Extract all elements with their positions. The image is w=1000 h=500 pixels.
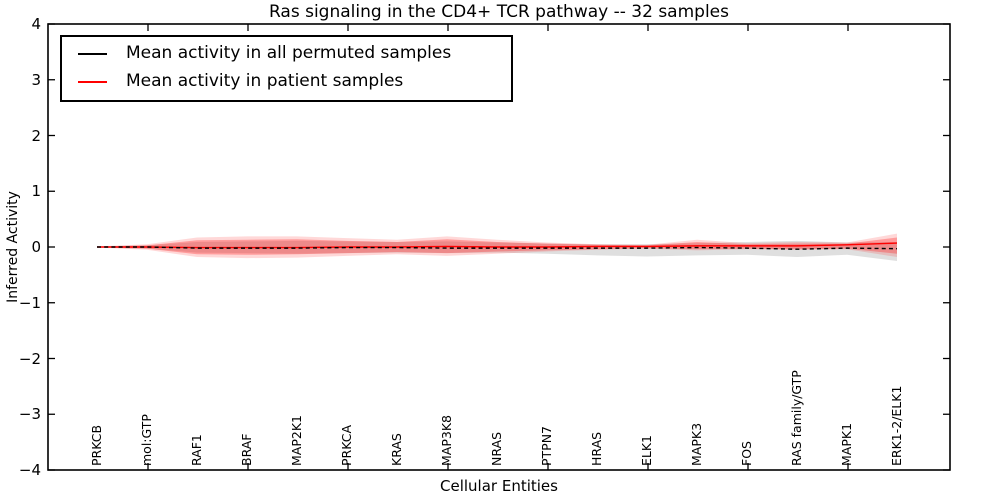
y-tick-label: −4 (18, 461, 41, 479)
x-category-label: NRAS (489, 431, 504, 466)
y-tick-label: −1 (18, 293, 41, 312)
legend-label-patient: Mean activity in patient samples (126, 71, 404, 91)
x-category-label: PRKCB (89, 424, 104, 466)
y-tick-label: 0 (31, 238, 41, 256)
band-patient-samples-std-outer (97, 233, 897, 259)
y-axis-label: Inferred Activity (5, 191, 21, 303)
x-category-label: PTPN7 (539, 425, 554, 466)
y-tick-label: 4 (31, 15, 41, 33)
x-category-label: ELK1 (639, 434, 654, 466)
band-patient-samples-std-inner (97, 237, 897, 255)
x-category-label: BRAF (239, 433, 254, 467)
y-tick-label: −2 (18, 349, 41, 368)
x-category-label: PRKCA (339, 424, 354, 466)
x-category-label: MAP3K8 (439, 415, 454, 466)
y-tick-label: 2 (31, 126, 41, 145)
plot-frame (47, 23, 951, 471)
x-category-label: MAP2K1 (289, 415, 304, 466)
y-tick-label: 3 (31, 70, 41, 89)
x-category-label: HRAS (589, 431, 604, 466)
x-category-label: RAS family/GTP (789, 370, 804, 466)
x-category-label: MAPK3 (689, 422, 704, 466)
series-line-permuted (97, 246, 898, 250)
x-category-label: mol:GTP (139, 414, 154, 466)
x-category-label: ERK1-2/ELK1 (889, 385, 904, 466)
legend-item-patient: Mean activity in patient samples (62, 70, 511, 93)
y-tick-label: −3 (18, 405, 41, 424)
x-category-label: FOS (739, 441, 754, 466)
x-category-label: KRAS (389, 433, 404, 466)
legend-line-sample-black (78, 52, 107, 55)
y-tick-label: 1 (31, 182, 41, 201)
x-category-label: RAF1 (189, 434, 204, 466)
legend-item-permuted: Mean activity in all permuted samples (62, 42, 511, 65)
x-category-label: MAPK1 (839, 422, 854, 466)
legend-line-sample-red (78, 80, 107, 83)
legend-label-permuted: Mean activity in all permuted samples (126, 43, 452, 63)
legend: Mean activity in all permuted samples Me… (60, 35, 513, 102)
chart-title: Ras signaling in the CD4+ TCR pathway --… (268, 2, 729, 22)
x-axis-label: Cellular Entities (440, 477, 558, 495)
